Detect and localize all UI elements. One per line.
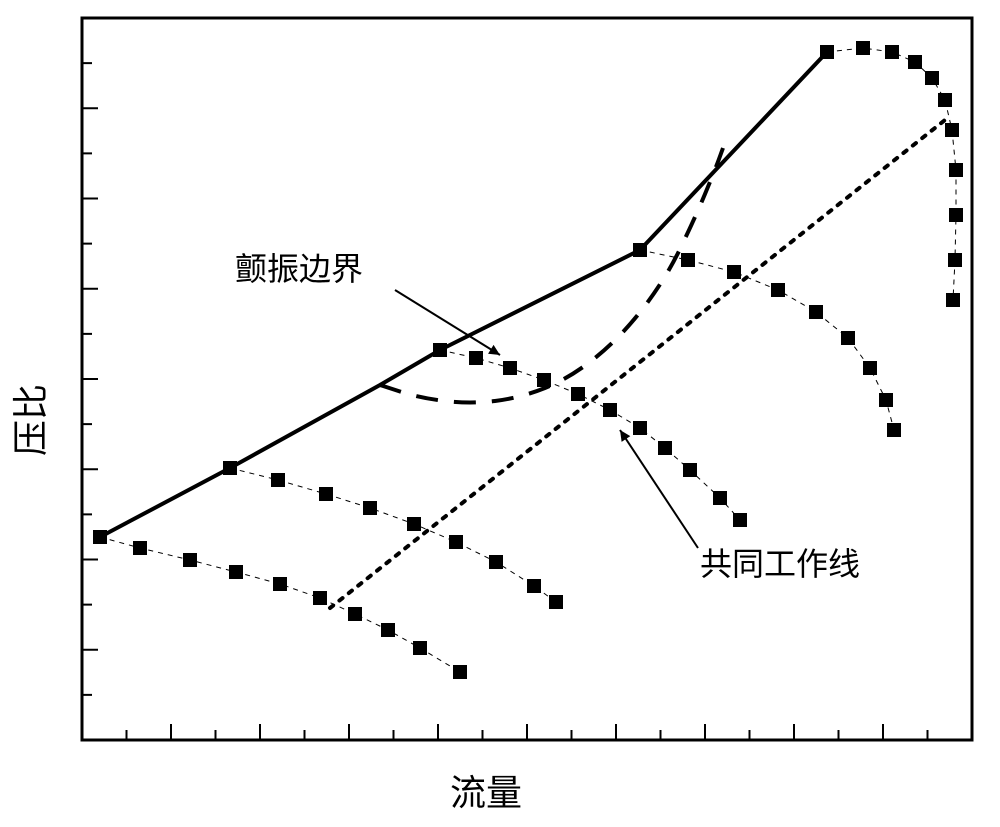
x-axis-label: 流量	[450, 764, 522, 816]
annotation-flutter-boundary: 颤振边界	[235, 244, 363, 290]
chart-container: { "canvas": { "width": 1000, "height": 8…	[0, 0, 1000, 827]
y-axis-label: 压比	[2, 384, 54, 456]
chart-svg	[0, 0, 1000, 827]
annotation-operating-line: 共同工作线	[700, 539, 860, 585]
